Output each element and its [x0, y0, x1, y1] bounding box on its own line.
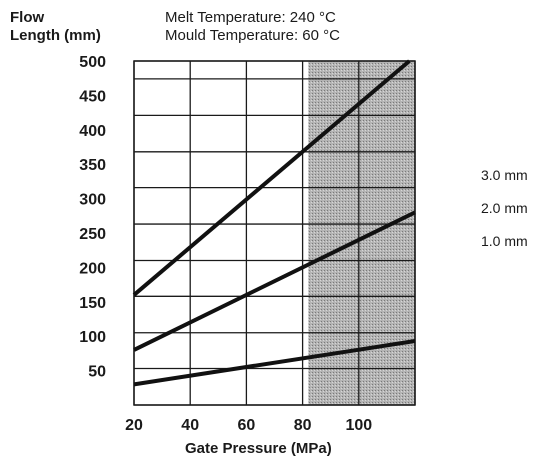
plot-frame	[133, 60, 416, 406]
series-line-1-0-mm	[133, 339, 416, 387]
y-axis-title-line-1: Flow	[10, 9, 45, 26]
melt-temperature-note: Melt Temperature: 240 °C	[165, 9, 336, 26]
series-line-3-0-mm	[132, 59, 411, 297]
x-tick-label: 60	[238, 417, 256, 434]
y-tick-label: 100	[79, 329, 106, 346]
y-axis-title-line-2: Length (mm)	[10, 27, 101, 44]
y-tick-label: 400	[79, 123, 106, 140]
y-tick-label: 350	[79, 157, 106, 174]
y-tick-label: 300	[79, 192, 106, 209]
y-tick-label: 150	[79, 295, 106, 312]
x-axis-title: Gate Pressure (MPa)	[185, 440, 332, 457]
y-tick-label: 450	[79, 88, 106, 105]
x-tick-label: 40	[181, 417, 199, 434]
x-tick-label: 80	[294, 417, 312, 434]
x-tick-label: 100	[345, 417, 372, 434]
series-label: 2.0 mm	[481, 200, 528, 216]
y-tick-label: 500	[79, 54, 106, 71]
mould-temperature-note: Mould Temperature: 60 °C	[165, 27, 340, 44]
x-tick-label: 20	[125, 417, 143, 434]
y-tick-label: 200	[79, 260, 106, 277]
y-tick-label: 250	[79, 226, 106, 243]
series-line-2-0-mm	[133, 210, 416, 352]
y-tick-label: 50	[88, 364, 106, 381]
series-label: 3.0 mm	[481, 167, 528, 183]
series-label: 1.0 mm	[481, 233, 528, 249]
